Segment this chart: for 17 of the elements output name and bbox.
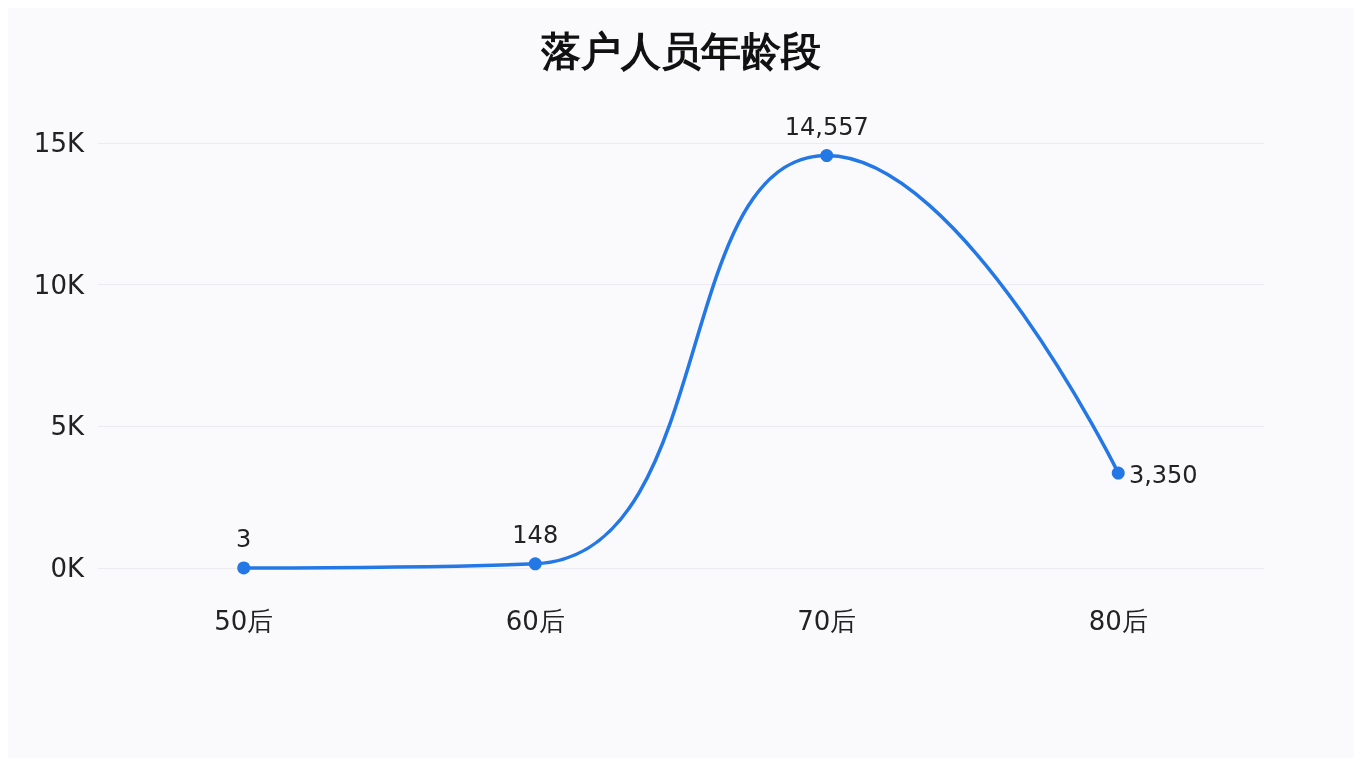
x-tick-label: 70后: [797, 606, 857, 636]
point: [820, 149, 834, 163]
chart-title: 落户人员年龄段: [540, 28, 821, 74]
y-tick-label: 15K: [33, 128, 85, 158]
data-label: 3,350: [1128, 460, 1198, 489]
x-tick-label: 80后: [1088, 606, 1148, 636]
y-tick-label: 10K: [33, 269, 85, 300]
x-tick-label: 60后: [505, 606, 565, 636]
data-label: 14,557: [784, 113, 869, 142]
data-label: 3: [236, 525, 252, 554]
point: [1111, 466, 1125, 480]
point: [237, 561, 251, 575]
y-tick-label: 5K: [50, 411, 85, 442]
data-label: 148: [512, 521, 559, 550]
x-tick-label: 50后: [214, 606, 274, 636]
point: [528, 557, 542, 571]
y-tick-label: 0K: [50, 553, 85, 583]
